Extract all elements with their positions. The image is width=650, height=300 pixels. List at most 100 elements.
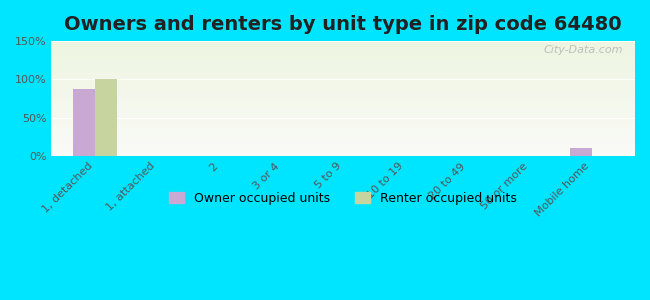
- Bar: [51, 106, 635, 107]
- Bar: [51, 123, 635, 124]
- Bar: [51, 95, 635, 96]
- Bar: [51, 116, 635, 117]
- Bar: [51, 41, 635, 42]
- Bar: [51, 136, 635, 138]
- Bar: [51, 152, 635, 153]
- Bar: [51, 76, 635, 77]
- Bar: [51, 154, 635, 155]
- Bar: [51, 115, 635, 116]
- Bar: [51, 139, 635, 140]
- Bar: [51, 131, 635, 132]
- Bar: [51, 46, 635, 47]
- Bar: [51, 77, 635, 78]
- Bar: [51, 79, 635, 80]
- Bar: [51, 110, 635, 111]
- Bar: [51, 104, 635, 106]
- Bar: [51, 150, 635, 152]
- Bar: [51, 72, 635, 73]
- Bar: [51, 143, 635, 145]
- Bar: [51, 68, 635, 69]
- Bar: [51, 54, 635, 55]
- Bar: [51, 99, 635, 100]
- Bar: [51, 145, 635, 146]
- Bar: [51, 118, 635, 119]
- Bar: [51, 70, 635, 71]
- Bar: [51, 55, 635, 56]
- Bar: [51, 86, 635, 87]
- Bar: [51, 84, 635, 85]
- Bar: [51, 94, 635, 95]
- Bar: [51, 130, 635, 131]
- Bar: [51, 138, 635, 139]
- Bar: [51, 108, 635, 109]
- Bar: [51, 73, 635, 74]
- Bar: [51, 100, 635, 101]
- Bar: [51, 103, 635, 104]
- Bar: [51, 92, 635, 93]
- Bar: [51, 133, 635, 134]
- Bar: [51, 128, 635, 130]
- Bar: [51, 93, 635, 94]
- Bar: [51, 148, 635, 149]
- Bar: [51, 65, 635, 66]
- Bar: [51, 89, 635, 91]
- Bar: [51, 81, 635, 83]
- Bar: [51, 47, 635, 48]
- Bar: [51, 153, 635, 154]
- Bar: [73, 89, 95, 156]
- Bar: [51, 69, 635, 70]
- Bar: [51, 42, 635, 44]
- Title: Owners and renters by unit type in zip code 64480: Owners and renters by unit type in zip c…: [64, 15, 622, 34]
- Bar: [51, 88, 635, 89]
- Bar: [51, 111, 635, 112]
- Bar: [51, 141, 635, 142]
- Bar: [51, 122, 635, 123]
- Bar: [51, 126, 635, 128]
- Bar: [51, 107, 635, 108]
- Bar: [51, 82, 635, 84]
- Bar: [51, 109, 635, 110]
- Bar: [51, 49, 635, 50]
- Bar: [51, 112, 635, 114]
- Bar: [51, 101, 635, 102]
- Bar: [51, 96, 635, 98]
- Bar: [51, 71, 635, 72]
- Bar: [95, 80, 116, 156]
- Bar: [51, 80, 635, 81]
- Bar: [51, 142, 635, 143]
- Bar: [51, 125, 635, 126]
- Bar: [51, 62, 635, 63]
- Bar: [51, 147, 635, 148]
- Bar: [51, 56, 635, 57]
- Bar: [51, 63, 635, 64]
- Bar: [51, 87, 635, 88]
- Bar: [51, 45, 635, 46]
- Bar: [51, 59, 635, 61]
- Bar: [51, 64, 635, 65]
- Bar: [51, 134, 635, 135]
- Bar: [51, 135, 635, 136]
- Bar: [51, 52, 635, 54]
- Bar: [51, 98, 635, 99]
- Bar: [51, 61, 635, 62]
- Bar: [51, 102, 635, 103]
- Bar: [51, 132, 635, 133]
- Bar: [51, 114, 635, 115]
- Legend: Owner occupied units, Renter occupied units: Owner occupied units, Renter occupied un…: [164, 187, 522, 210]
- Bar: [570, 148, 592, 156]
- Bar: [51, 74, 635, 76]
- Bar: [51, 155, 635, 156]
- Bar: [51, 78, 635, 79]
- Bar: [51, 85, 635, 86]
- Bar: [51, 146, 635, 147]
- Bar: [51, 66, 635, 68]
- Bar: [51, 121, 635, 122]
- Bar: [51, 57, 635, 59]
- Bar: [51, 50, 635, 52]
- Bar: [51, 44, 635, 45]
- Bar: [51, 91, 635, 92]
- Bar: [51, 149, 635, 150]
- Bar: [51, 124, 635, 125]
- Bar: [51, 117, 635, 118]
- Bar: [51, 58, 635, 59]
